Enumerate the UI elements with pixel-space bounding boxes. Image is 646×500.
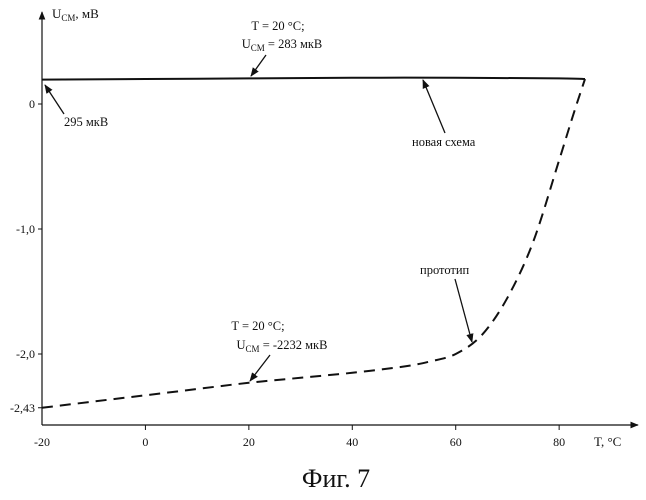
annotation-proto-name: прототип — [420, 263, 470, 277]
arrow-new-t20 — [250, 54, 267, 77]
y-tick-label: 0 — [29, 97, 35, 111]
annotation-new-t20-line1: T = 20 °C; — [251, 19, 304, 33]
arrow-new-name — [422, 79, 446, 134]
y-axis-title: UСМ, мВ — [52, 6, 99, 23]
figure-caption: Фиг. 7 — [302, 464, 370, 493]
annotation-new-name: новая схема — [412, 135, 476, 149]
x-ticks: -20 0 20 40 60 80 — [34, 425, 565, 449]
x-tick-label: -20 — [34, 435, 50, 449]
y-tick-label: -2,43 — [10, 401, 35, 415]
annotation-new-t20-line2: UСМ = 283 мкВ — [242, 37, 323, 53]
arrow-new-start — [44, 84, 65, 115]
x-axis-title: T, °C — [594, 434, 621, 449]
x-tick-label: 0 — [142, 435, 148, 449]
annotation-proto-t20-line2: UСМ = -2232 мкВ — [237, 338, 328, 354]
arrow-proto-t20 — [249, 354, 271, 382]
annotation-proto-t20-line1: T = 20 °C; — [231, 319, 284, 333]
x-tick-label: 40 — [346, 435, 358, 449]
x-tick-label: 60 — [450, 435, 462, 449]
series-line-new-scheme — [41, 76, 586, 81]
y-tick-label: -2,0 — [16, 347, 35, 361]
annotation-new-start: 295 мкВ — [64, 115, 108, 129]
y-tick-label: -1,0 — [16, 222, 35, 236]
arrow-proto-name — [454, 278, 474, 343]
x-tick-label: 20 — [243, 435, 255, 449]
series-line-prototype — [41, 78, 586, 409]
x-tick-label: 80 — [553, 435, 565, 449]
y-ticks: 0 -1,0 -2,0 -2,43 — [10, 97, 42, 415]
